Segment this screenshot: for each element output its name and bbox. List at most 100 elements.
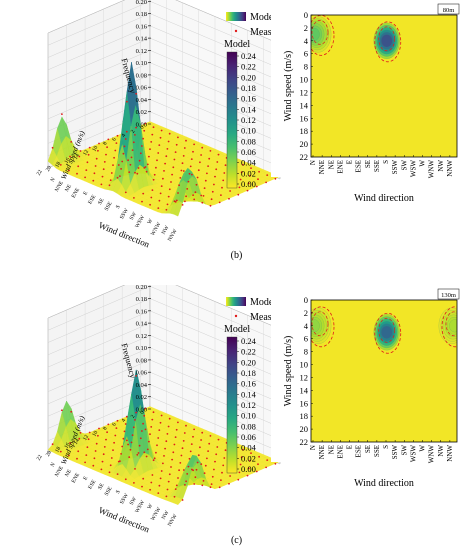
measured-point: [179, 462, 182, 464]
measured-point: [207, 165, 210, 168]
speed-tick-label: 2: [130, 414, 137, 420]
measured-point: [160, 470, 163, 472]
direction-tick-label: W: [146, 502, 154, 510]
x-tick-label: NNE: [318, 445, 326, 459]
x-tick-label: W: [419, 445, 427, 452]
measured-point: [166, 148, 169, 150]
measured-point: [84, 176, 86, 179]
colorbar-tick-label: 0.24: [241, 336, 257, 346]
measured-point: [143, 129, 146, 132]
measured-point: [145, 170, 148, 173]
legend-points-swatch: [234, 314, 238, 318]
measured-point: [143, 451, 146, 454]
legend-points-label: Measured: [250, 27, 289, 38]
measured-point: [108, 184, 111, 187]
measured-point: [204, 179, 207, 182]
measured-point: [170, 466, 172, 468]
measured-point: [150, 141, 153, 143]
measured-point: [134, 171, 136, 174]
measured-point: [189, 450, 192, 453]
speed-tick-label: 14: [73, 153, 81, 161]
colorbar-tick-label: 0.10: [241, 126, 256, 136]
measured-point: [170, 181, 172, 183]
measured-point: [188, 457, 191, 460]
measured-point: [51, 443, 54, 446]
y-tick-label: 16: [300, 113, 309, 123]
contour-level: [381, 325, 393, 339]
measured-point: [68, 169, 70, 172]
direction-tick-label: ENE: [71, 471, 82, 484]
mask: [271, 0, 311, 177]
direction-tick-label: E: [82, 475, 89, 481]
measured-point: [229, 475, 232, 477]
contour-frame: [310, 299, 458, 443]
measured-point: [182, 469, 185, 471]
colorbar-tick-label: 0.10: [241, 411, 256, 421]
measured-point: [159, 192, 162, 195]
measured-point: [87, 153, 90, 156]
speed-tick-label: 16: [64, 157, 72, 165]
measured-point: [135, 126, 138, 129]
measured-point: [124, 423, 127, 425]
measured-point: [129, 448, 132, 451]
measured-point: [112, 164, 114, 167]
measured-point: [178, 184, 181, 187]
measured-point: [229, 190, 232, 192]
measured-point: [183, 432, 186, 434]
y-tick-label: 22: [300, 437, 309, 447]
measured-point: [137, 167, 140, 169]
measured-point: [92, 179, 95, 182]
measured-point: [107, 423, 110, 426]
measured-point: [157, 152, 160, 154]
measured-point: [250, 452, 252, 454]
measured-point: [257, 178, 259, 181]
measured-contour: [378, 317, 396, 343]
measured-point: [179, 177, 182, 179]
direction-tick-label: ESE: [87, 478, 97, 490]
measured-point: [187, 180, 190, 183]
measured-point: [135, 411, 138, 414]
measured-point: [220, 479, 222, 481]
measured-point: [193, 143, 196, 146]
height-tag-box: [437, 288, 460, 300]
measured-contour: [311, 20, 329, 45]
measured-point: [109, 179, 112, 182]
measured-point: [239, 178, 242, 181]
colorbar-tick-label: 0.14: [241, 389, 257, 399]
measured-point: [156, 159, 158, 162]
measured-point: [87, 438, 90, 441]
measured-point: [210, 198, 213, 201]
z-tick-label: 0.02: [136, 394, 147, 401]
measured-point: [103, 161, 106, 163]
measured-point: [172, 166, 175, 169]
measured-point: [100, 183, 103, 186]
measured-point: [69, 442, 71, 444]
measured-point: [105, 438, 107, 441]
measured-point: [165, 155, 168, 158]
measured-point: [152, 178, 155, 181]
measured-point: [152, 459, 155, 462]
measured-point: [124, 138, 127, 140]
speed-tick-label: 10: [91, 145, 99, 153]
direction-tick-label: NNE: [54, 465, 65, 478]
measured-point: [143, 414, 146, 417]
contour-level: [381, 34, 393, 48]
measured-point: [144, 166, 147, 168]
measured-point: [116, 176, 119, 179]
x-tick-label: WNW: [428, 160, 436, 179]
measured-point: [250, 167, 252, 170]
measured-point: [174, 488, 177, 490]
measured-point: [127, 159, 129, 162]
y-tick-label: 20: [300, 139, 309, 149]
direction-tick-label: N: [50, 462, 57, 468]
measured-point: [150, 481, 153, 484]
measured-point: [123, 145, 126, 148]
colorbar-tick-label: 0.18: [241, 368, 256, 378]
measured-point: [121, 445, 124, 448]
x-tick-label: N: [309, 445, 317, 450]
height-tag: 130m: [441, 292, 456, 299]
measured-point: [255, 470, 258, 473]
measured-point: [59, 164, 62, 166]
measured-point: [142, 192, 145, 195]
speed-tick-label: 10: [91, 430, 99, 438]
